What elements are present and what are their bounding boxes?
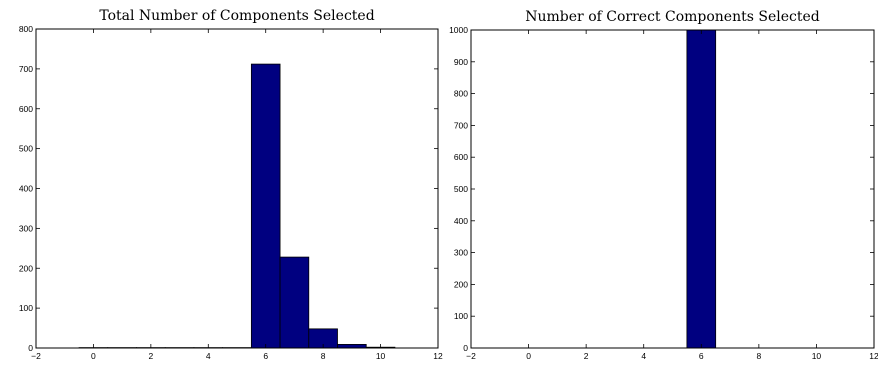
left-plot-frame: [35, 28, 439, 349]
right-x-tick-label: −2: [466, 351, 476, 361]
left-y-tick-label: 600: [19, 104, 33, 114]
right-chart-title: Number of Correct Components Selected: [525, 9, 819, 25]
right-plot-frame: [470, 29, 875, 349]
right-x-tick-label: 8: [756, 351, 761, 361]
right-x-tick-label: 12: [869, 351, 878, 361]
right-x-tick-label: 2: [584, 351, 589, 361]
left-y-tick-label: 500: [19, 144, 33, 154]
right-histogram: Number of Correct Components Selected −2…: [449, 9, 878, 361]
left-histogram: Total Number of Components Selected −2 0 2…: [19, 8, 443, 361]
right-bars: [686, 29, 717, 349]
left-y-tick-label: 800: [19, 24, 33, 34]
left-y-tick-label: 300: [19, 223, 33, 233]
left-x-tick-label: −2: [31, 351, 41, 361]
left-bar-6: [250, 63, 281, 349]
right-y-tick-label: 800: [454, 89, 468, 99]
right-x-tick-label: 0: [526, 351, 531, 361]
left-chart-title: Total Number of Components Selected: [99, 8, 374, 24]
right-y-tick-label: 0: [463, 343, 468, 353]
left-x-tick-label: 4: [206, 351, 211, 361]
right-y-tick-label: 200: [454, 279, 468, 289]
left-y-tick-label: 700: [19, 64, 33, 74]
right-y-tick-label: 1000: [449, 25, 468, 35]
left-x-tick-label: 8: [321, 351, 326, 361]
right-y-tick-label: 100: [454, 311, 468, 321]
left-x-tick-label: 10: [376, 351, 386, 361]
right-y-tick-label: 700: [454, 120, 468, 130]
right-y-tick-label: 400: [454, 216, 468, 226]
left-x-tick-label: 2: [148, 351, 153, 361]
left-x-tick-label: 6: [263, 351, 268, 361]
right-y-tick-label: 500: [454, 184, 468, 194]
right-x-tick-label: 4: [641, 351, 646, 361]
left-x-tick-label: 12: [433, 351, 443, 361]
right-bar-6: [686, 29, 717, 349]
left-bar-9: [337, 344, 367, 349]
left-y-tick-label: 0: [28, 343, 33, 353]
right-y-tick-label: 900: [454, 57, 468, 67]
left-x-ticks: −2 0 2 4 6 8 10 12: [31, 29, 443, 361]
right-x-tick-label: 6: [699, 351, 704, 361]
right-x-ticks: −2 0 2 4 6 8 10 12: [466, 30, 878, 361]
left-y-tick-label: 400: [19, 184, 33, 194]
left-bars: [78, 63, 396, 349]
left-y-ticks: 0 100 200 300 400 500 600 700 800: [19, 24, 438, 353]
right-y-ticks: 0 100 200 300 400 500 600 700 800 900 1000: [449, 25, 874, 353]
left-x-tick-label: 0: [91, 351, 96, 361]
right-y-tick-label: 600: [454, 152, 468, 162]
left-y-tick-label: 200: [19, 263, 33, 273]
right-x-tick-label: 10: [812, 351, 822, 361]
left-bar-7: [279, 256, 310, 349]
left-y-tick-label: 100: [19, 303, 33, 313]
right-y-tick-label: 300: [454, 248, 468, 258]
